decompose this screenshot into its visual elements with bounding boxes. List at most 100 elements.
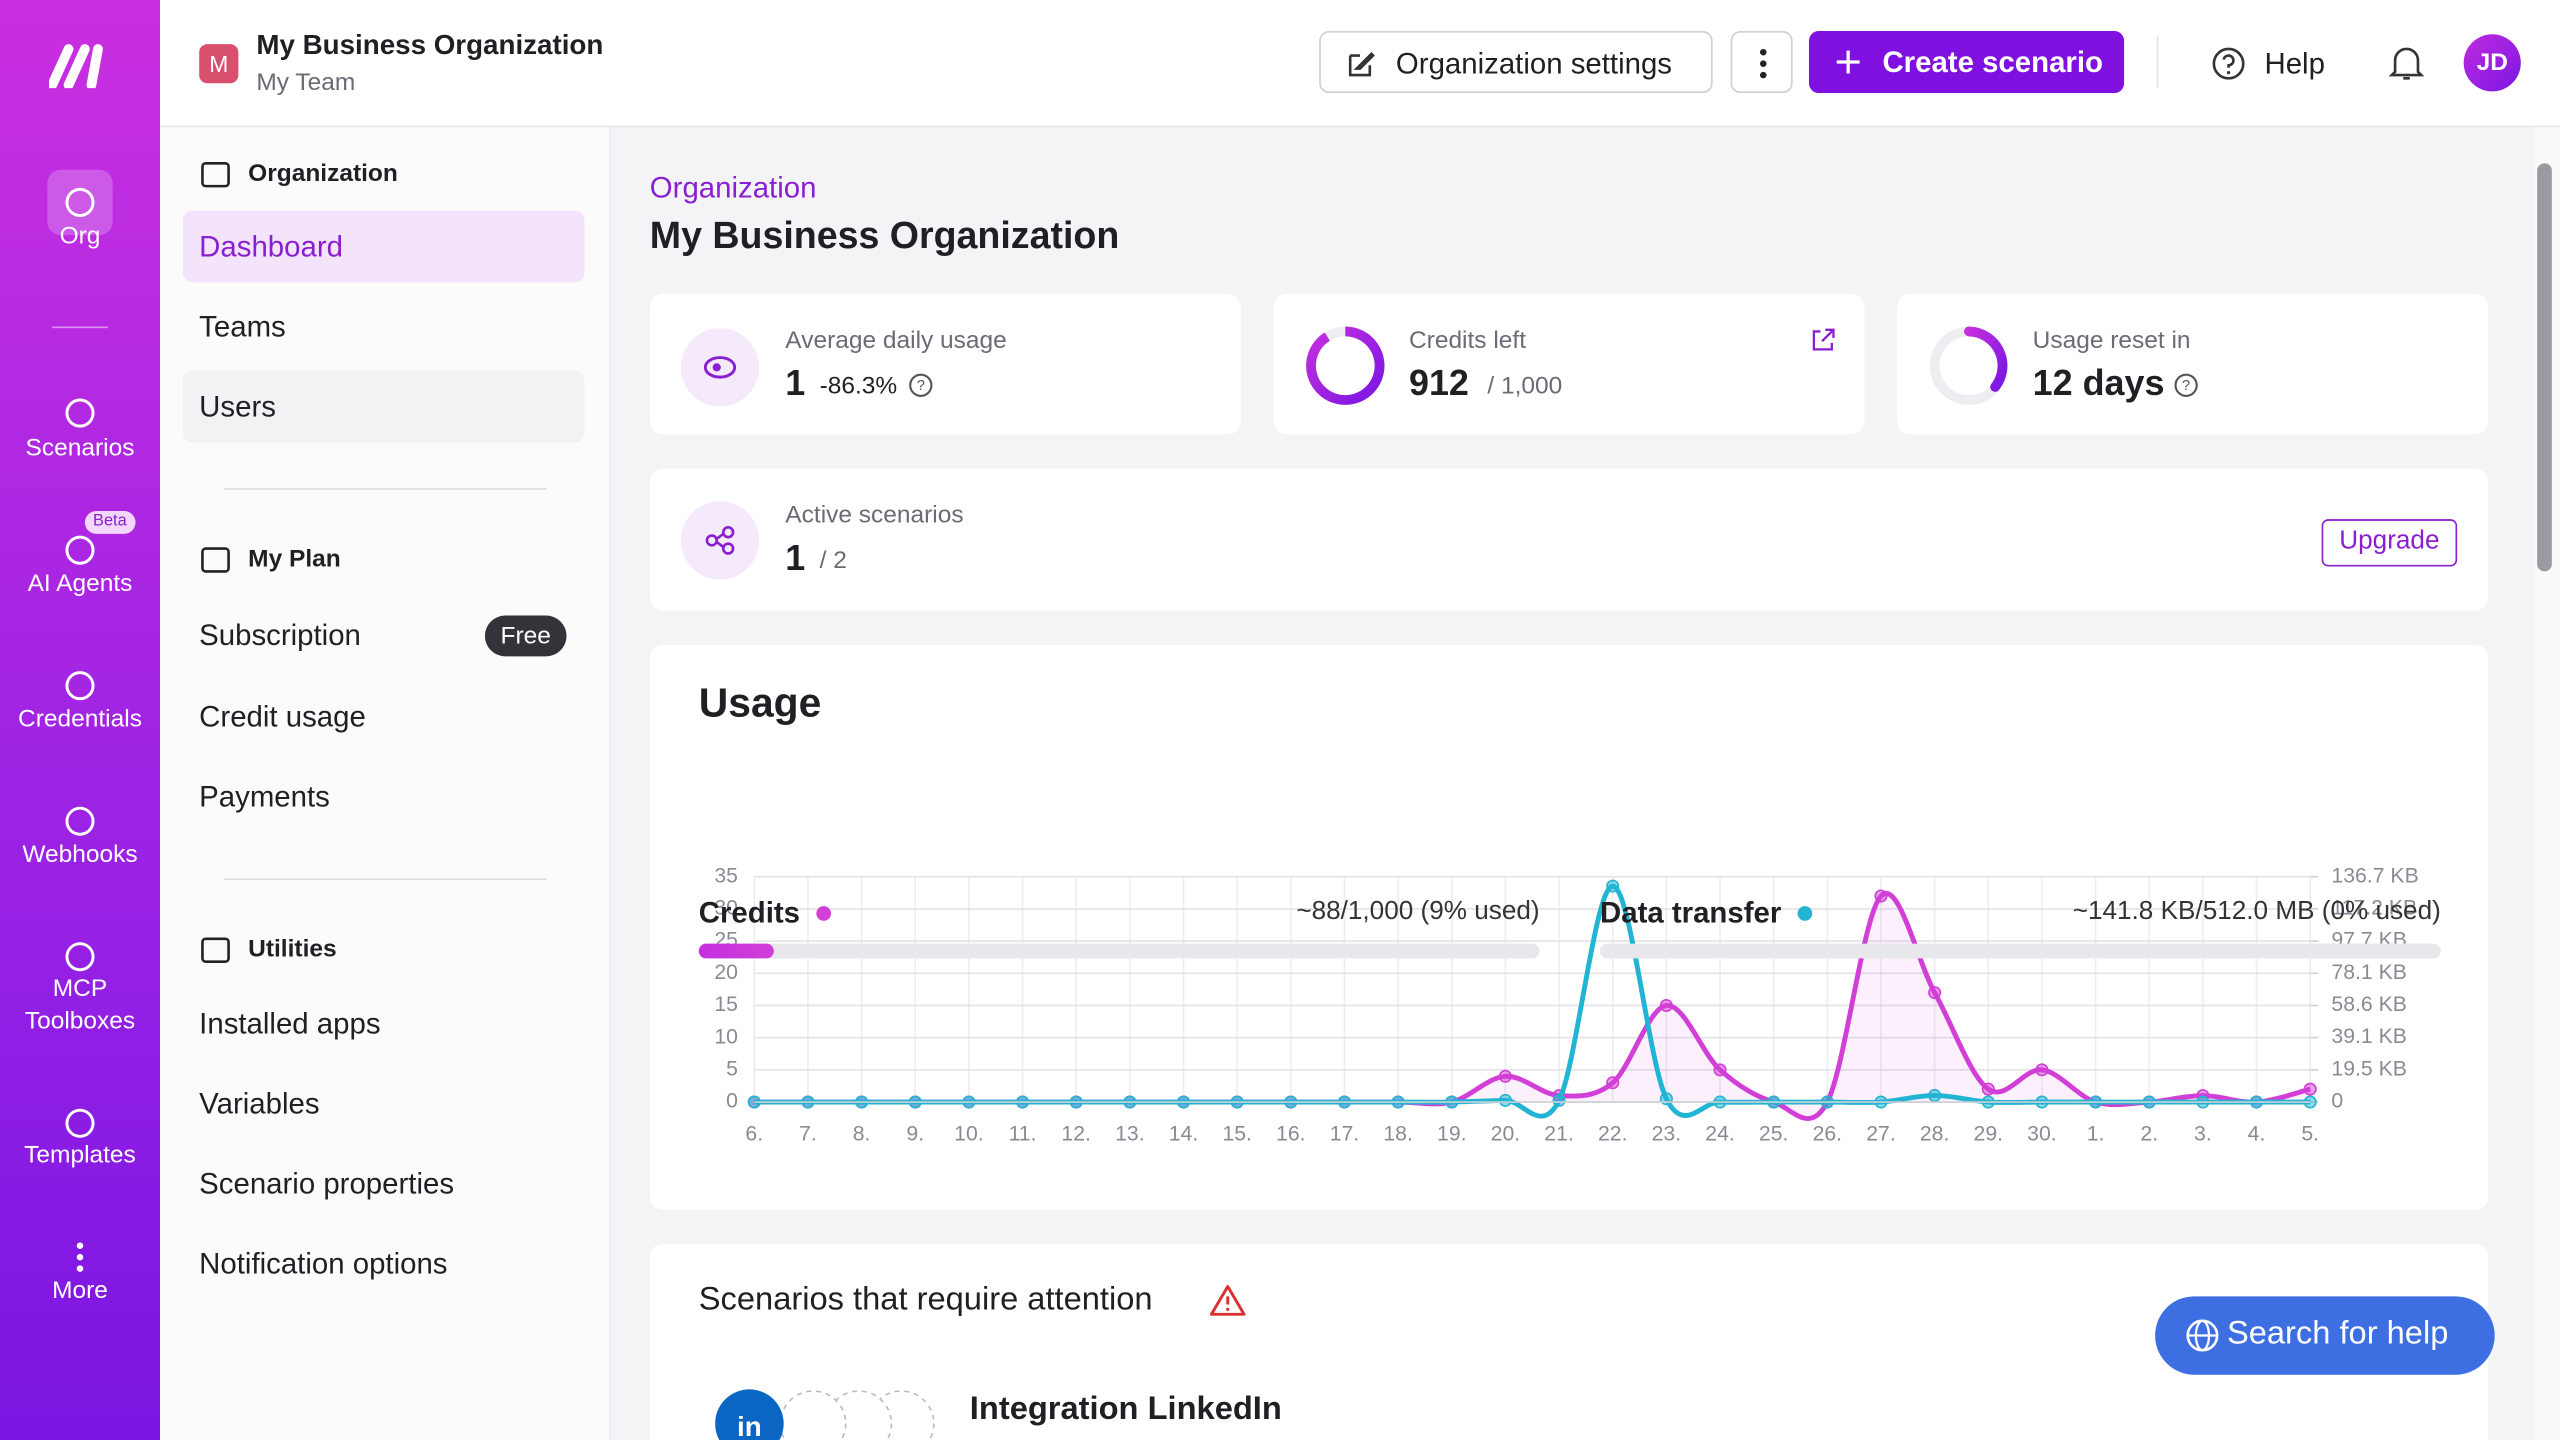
nav-item[interactable]: Variables bbox=[183, 1068, 585, 1140]
stat-card: Credits left 912 / 1,000 bbox=[1273, 293, 1865, 435]
section-icon bbox=[201, 937, 230, 963]
point bbox=[1498, 1093, 1512, 1107]
point bbox=[1606, 1076, 1620, 1090]
sidebar-label: Org bbox=[59, 222, 101, 250]
header: M My Business Organization My Team Organ… bbox=[160, 0, 2560, 128]
section-icon bbox=[201, 161, 230, 188]
sidebar-item[interactable]: Webhooks bbox=[0, 782, 160, 898]
stat-card: Average daily usage 1 -86.3% ? bbox=[649, 293, 1241, 435]
nav-item[interactable]: Installed apps bbox=[183, 988, 585, 1060]
icon-highlight bbox=[47, 169, 113, 236]
glyph bbox=[65, 535, 95, 565]
upgrade-button[interactable]: Upgrade bbox=[2321, 519, 2458, 567]
point bbox=[1928, 1088, 1942, 1102]
nav-label: Variables bbox=[199, 1087, 320, 1120]
sidebar-icon bbox=[65, 1108, 95, 1138]
external-link-icon[interactable] bbox=[1811, 327, 1837, 353]
section-title: Organization bbox=[248, 160, 398, 188]
meter-fill bbox=[698, 943, 775, 959]
nav-label: Subscription bbox=[199, 618, 361, 652]
scenario-apps: in bbox=[715, 1389, 935, 1440]
sidebar-item[interactable]: Org bbox=[0, 163, 160, 279]
x-tick-label: 1. bbox=[2087, 1122, 2105, 1145]
point bbox=[2303, 1082, 2317, 1096]
point bbox=[1928, 986, 1942, 1000]
x-tick-label: 30. bbox=[2027, 1122, 2056, 1145]
search-help-label: Search for help bbox=[2226, 1315, 2449, 1352]
info-icon[interactable]: ? bbox=[908, 372, 934, 398]
section-title: My Plan bbox=[248, 545, 341, 574]
sidebar-item[interactable]: More bbox=[0, 1218, 160, 1334]
sidebar-icon bbox=[76, 1242, 84, 1272]
nav-item[interactable]: Teams bbox=[183, 291, 585, 363]
stat-label: Active scenarios bbox=[785, 501, 964, 529]
point bbox=[2035, 1063, 2049, 1077]
x-tick-label: 14. bbox=[1169, 1122, 1199, 1145]
nav-item[interactable]: Dashboard bbox=[182, 210, 585, 283]
nav-label: Credit usage bbox=[199, 700, 366, 734]
nav-item[interactable]: Credit usage bbox=[183, 681, 585, 753]
y2-tick-label: 39.1 KB bbox=[2331, 1025, 2407, 1048]
svg-text:?: ? bbox=[917, 378, 925, 394]
x-tick-label: 22. bbox=[1598, 1122, 1627, 1145]
x-tick-label: 11. bbox=[1009, 1122, 1037, 1145]
nav-label: Notification options bbox=[199, 1247, 448, 1280]
nav-item[interactable]: Notification options bbox=[183, 1228, 585, 1300]
x-tick-label: 29. bbox=[1974, 1122, 2003, 1145]
settings-button[interactable]: Organization settings bbox=[1319, 31, 1713, 94]
scenario-name[interactable]: Integration LinkedIn bbox=[969, 1391, 1282, 1427]
more-button[interactable] bbox=[1730, 31, 1793, 94]
usage-title: Usage bbox=[698, 680, 822, 727]
nav-panel: Organization Dashboard Teams Users My Plan Su… bbox=[160, 127, 611, 1440]
help-button[interactable]: Help bbox=[2211, 42, 2342, 84]
credits-donut bbox=[1306, 326, 1385, 405]
section-title: Utilities bbox=[248, 935, 337, 964]
y2-tick-label: 58.6 KB bbox=[2331, 993, 2407, 1016]
sidebar-item[interactable]: Credentials bbox=[0, 647, 160, 763]
nav-item[interactable]: Users bbox=[182, 370, 585, 443]
stat-change: -86.3% bbox=[819, 372, 898, 400]
sidebar-item[interactable]: Templates bbox=[0, 1084, 160, 1198]
usage-card: Usage 0 5 10 15 20 25 30 35 0 19.5 KB 39.1 KB 58.6 … bbox=[649, 644, 2489, 1210]
breadcrumb[interactable]: Organization bbox=[649, 171, 817, 205]
x-tick-label: 27. bbox=[1866, 1122, 1895, 1145]
org-name: My Business Organization bbox=[256, 29, 604, 61]
y2-tick-label: 136.7 KB bbox=[2331, 864, 2418, 887]
y-tick-label: 35 bbox=[714, 864, 738, 887]
sidebar-label: AI Agents bbox=[27, 569, 133, 598]
x-tick-label: 7. bbox=[799, 1122, 817, 1145]
usage-icon bbox=[680, 328, 760, 407]
help-icon bbox=[2212, 47, 2245, 80]
y-tick-label: 30 bbox=[714, 897, 738, 920]
section-icon bbox=[201, 547, 230, 573]
glyph bbox=[65, 671, 95, 701]
page-title: My Business Organization bbox=[649, 213, 1120, 257]
org-badge: M bbox=[199, 44, 239, 84]
nav-item[interactable]: Payments bbox=[183, 761, 585, 833]
info-icon[interactable]: ? bbox=[2173, 372, 2199, 398]
scroll-thumb[interactable] bbox=[2537, 163, 2552, 572]
sidebar-item[interactable]: AI Agents Beta bbox=[0, 511, 160, 627]
create-button[interactable]: Create scenario bbox=[1808, 31, 2125, 94]
bell-icon[interactable] bbox=[2388, 44, 2425, 83]
glyph bbox=[201, 937, 230, 963]
separator bbox=[223, 488, 547, 490]
sidebar-icon bbox=[65, 398, 95, 428]
point bbox=[1552, 1093, 1566, 1107]
sidebar-item[interactable]: MCP Toolboxes bbox=[0, 918, 160, 1035]
nav-item[interactable]: Scenario properties bbox=[183, 1148, 585, 1220]
dot bbox=[76, 1253, 84, 1261]
nav-item[interactable]: Subscription Free bbox=[183, 599, 585, 671]
avatar[interactable]: JD bbox=[2463, 34, 2521, 92]
glyph bbox=[65, 187, 95, 217]
search-help-button[interactable]: Search for help bbox=[2155, 1296, 2495, 1375]
x-tick-label: 24. bbox=[1705, 1122, 1735, 1145]
sidebar-item[interactable]: Scenarios bbox=[0, 374, 160, 492]
y2-tick-label: 19.5 KB bbox=[2331, 1058, 2407, 1081]
globe-icon bbox=[2186, 1319, 2219, 1352]
divider bbox=[2156, 35, 2159, 89]
sidebar: Org Scenarios AI Agents Beta Credentials Webh… bbox=[0, 0, 160, 1440]
x-tick-label: 8. bbox=[853, 1122, 871, 1145]
